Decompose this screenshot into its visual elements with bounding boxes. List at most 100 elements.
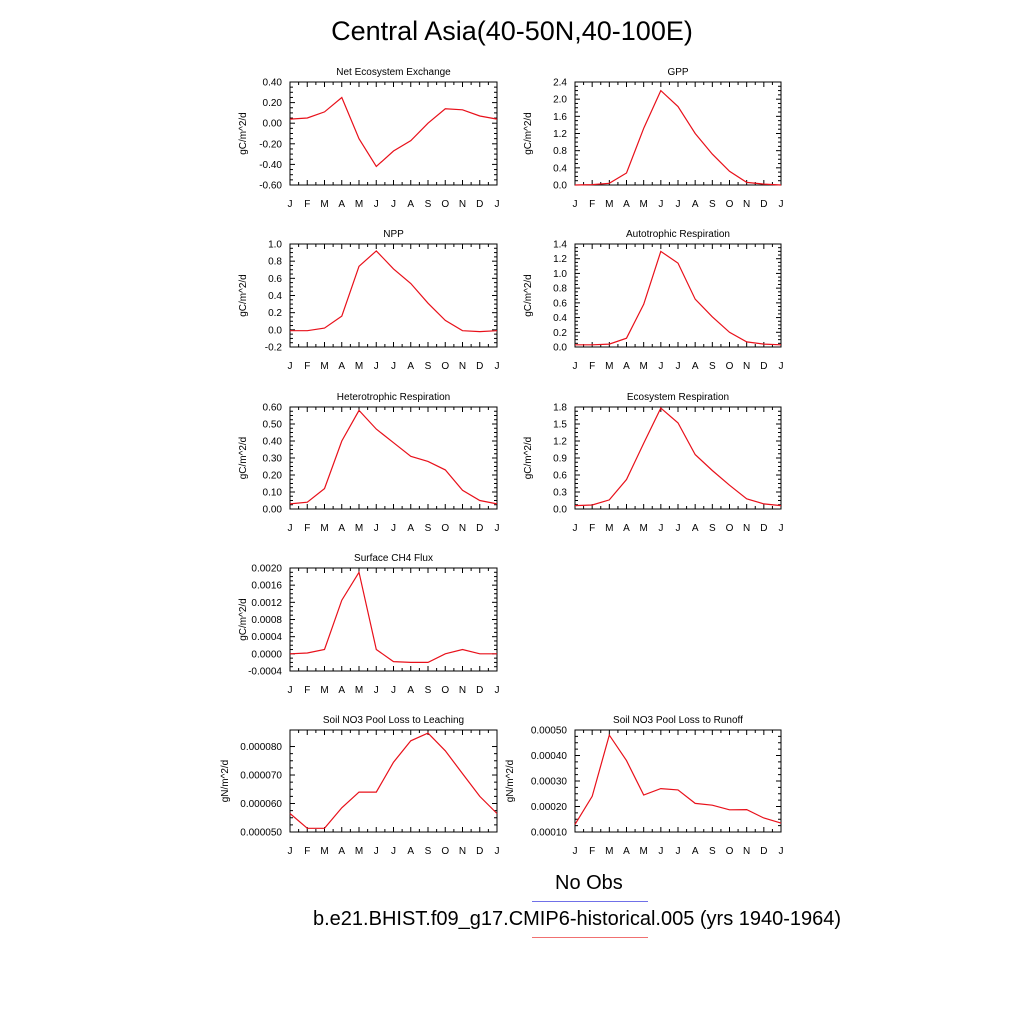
x-tick-label: F (589, 846, 595, 857)
legend-label-model: b.e21.BHIST.f09_g17.CMIP6-historical.005… (313, 908, 842, 930)
y-tick-label: 0.8 (553, 284, 567, 295)
x-tick-label: A (407, 199, 414, 210)
plot-frame (289, 243, 498, 348)
x-tick-label: J (676, 361, 681, 372)
x-tick-label: F (589, 523, 595, 534)
plot-frame (574, 243, 782, 348)
x-tick-label: J (288, 199, 293, 210)
y-tick-label: 0.8 (268, 257, 282, 268)
x-tick-label: O (441, 523, 449, 534)
x-tick-label: J (658, 199, 663, 210)
y-tick-label: 0.000060 (240, 799, 282, 810)
x-tick-label: J (495, 361, 500, 372)
x-tick-label: D (760, 846, 767, 857)
plot-frame (289, 729, 498, 833)
chart-panel-4: J F M A M J J A S O N D J1.41.21.00.80.60.40.20.0Aut… (523, 229, 784, 372)
x-tick-label: M (320, 685, 328, 696)
series-line (575, 250, 782, 346)
x-tick-label: N (743, 846, 750, 857)
y-tick-label: 0.4 (553, 163, 567, 174)
chart-panel-2: J F M A M J J A S O N D J2.42.01.61.20.80.40.0GPPgC/… (523, 67, 784, 210)
y-tick-label: 0.50 (263, 420, 283, 431)
x-tick-label: F (304, 846, 310, 857)
y-tick-label: 0.30 (263, 454, 283, 465)
x-tick-label: M (355, 846, 363, 857)
x-tick-label: M (320, 523, 328, 534)
x-tick-label: A (338, 846, 345, 857)
y-axis-label: gN/m^2/d (220, 760, 231, 803)
x-tick-label: O (441, 361, 449, 372)
y-tick-label: 0.0 (268, 325, 282, 336)
y-tick-label: 0.2 (553, 328, 567, 339)
x-tick-label: F (589, 199, 595, 210)
y-tick-label: 0.00 (263, 505, 283, 516)
x-tick-label: S (709, 846, 716, 857)
y-axis-label: gC/m^2/d (523, 112, 534, 155)
y-tick-label: 0.0000 (251, 649, 282, 660)
x-tick-label: M (639, 523, 647, 534)
x-tick-label: J (288, 685, 293, 696)
x-tick-label: D (476, 523, 483, 534)
x-tick-label: J (391, 685, 396, 696)
x-tick-label: F (304, 199, 310, 210)
x-tick-label: J (676, 846, 681, 857)
panel-title: GPP (667, 67, 688, 78)
x-tick-label: A (338, 361, 345, 372)
y-tick-label: 0.6 (553, 298, 567, 309)
x-tick-label: S (709, 361, 716, 372)
x-tick-label: J (779, 846, 784, 857)
panel-title: Autotrophic Respiration (626, 229, 730, 240)
chart-panel-6: J F M A M J J A S O N D J1.81.51.20.90.60.30.0Ecosys… (523, 392, 784, 534)
y-tick-label: 0.20 (263, 471, 283, 482)
x-tick-label: O (726, 361, 734, 372)
y-axis-label: gC/m^2/d (238, 274, 249, 317)
x-tick-label: J (374, 361, 379, 372)
x-tick-label: J (374, 199, 379, 210)
x-tick-label: J (676, 199, 681, 210)
y-tick-label: 2.4 (553, 78, 567, 89)
x-tick-label: J (391, 361, 396, 372)
legend-line-obs (532, 901, 648, 902)
x-tick-label: F (304, 685, 310, 696)
y-axis-label: gC/m^2/d (523, 274, 534, 317)
y-tick-label: 0.00020 (531, 802, 568, 813)
y-tick-label: 0.6 (553, 471, 567, 482)
legend-line-model (532, 937, 648, 938)
y-tick-label: 0.0 (553, 181, 567, 192)
x-tick-label: J (573, 523, 578, 534)
x-tick-label: M (605, 361, 613, 372)
x-tick-label: A (407, 523, 414, 534)
x-tick-label: D (476, 361, 483, 372)
x-tick-label: N (743, 199, 750, 210)
x-tick-label: M (639, 846, 647, 857)
y-tick-label: 0.6 (268, 274, 282, 285)
x-tick-label: J (573, 846, 578, 857)
main-title: Central Asia(40-50N,40-100E) (331, 16, 693, 46)
x-tick-label: M (355, 199, 363, 210)
x-tick-label: N (459, 685, 466, 696)
x-tick-label: J (391, 199, 396, 210)
x-tick-label: N (459, 361, 466, 372)
x-tick-label: J (288, 846, 293, 857)
y-tick-label: 0.2 (268, 308, 282, 319)
x-tick-label: M (605, 523, 613, 534)
y-tick-label: 0.8 (553, 146, 567, 157)
x-tick-label: F (304, 523, 310, 534)
x-tick-label: S (425, 523, 432, 534)
y-axis-label: gN/m^2/d (505, 760, 516, 803)
y-tick-label: 0.4 (553, 313, 567, 324)
chart-panel-1: J F M A M J J A S O N D J0.400.200.00-0.20-0.40-0.60… (238, 67, 500, 210)
x-tick-label: S (709, 199, 716, 210)
y-axis-label: gC/m^2/d (523, 437, 534, 480)
x-tick-label: J (374, 523, 379, 534)
plot-frame (289, 406, 498, 510)
y-tick-label: 0.00050 (531, 726, 568, 737)
x-tick-label: M (639, 199, 647, 210)
panel-title: Net Ecosystem Exchange (336, 67, 451, 78)
x-tick-label: N (459, 199, 466, 210)
chart-panel-8: J F M A M J J A S O N D J0.0000800.0000700.0000600.0… (220, 715, 500, 857)
plot-frame (289, 567, 498, 672)
chart-panel-3: J F M A M J J A S O N D J1.00.80.60.40.20.0-0.2NPPgC… (238, 229, 500, 372)
x-tick-label: A (623, 846, 630, 857)
